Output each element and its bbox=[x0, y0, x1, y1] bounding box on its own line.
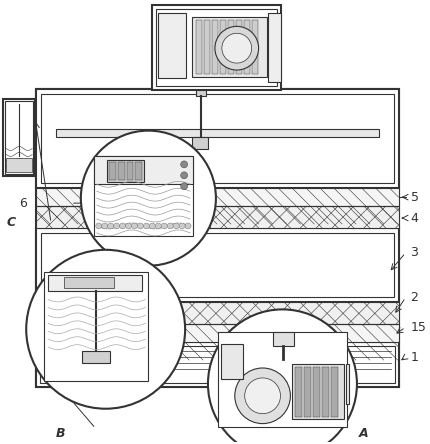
Circle shape bbox=[155, 223, 161, 229]
Bar bbox=[313, 367, 319, 416]
Bar bbox=[196, 20, 202, 74]
Bar bbox=[272, 332, 294, 346]
Bar bbox=[82, 351, 109, 363]
Text: 2: 2 bbox=[410, 291, 418, 304]
Circle shape bbox=[180, 161, 187, 168]
Bar bbox=[192, 137, 208, 148]
Text: A: A bbox=[358, 427, 368, 440]
Bar bbox=[292, 364, 343, 419]
Bar bbox=[106, 160, 144, 182]
Circle shape bbox=[101, 223, 108, 229]
Bar bbox=[44, 272, 148, 381]
Bar bbox=[36, 188, 398, 206]
Circle shape bbox=[215, 26, 258, 70]
Circle shape bbox=[179, 223, 185, 229]
Circle shape bbox=[149, 223, 155, 229]
Circle shape bbox=[221, 33, 251, 63]
Bar bbox=[219, 20, 225, 74]
Bar bbox=[192, 17, 266, 77]
Bar bbox=[330, 367, 337, 416]
Bar bbox=[5, 101, 33, 174]
Bar bbox=[36, 342, 398, 387]
Bar bbox=[203, 20, 209, 74]
Bar bbox=[36, 188, 398, 206]
Bar bbox=[94, 156, 193, 236]
Bar bbox=[220, 344, 242, 379]
Bar bbox=[36, 228, 398, 302]
Bar bbox=[36, 89, 398, 387]
Circle shape bbox=[161, 223, 167, 229]
Bar bbox=[36, 206, 398, 228]
Circle shape bbox=[81, 131, 215, 266]
Bar bbox=[304, 367, 310, 416]
Bar bbox=[158, 13, 186, 78]
Bar bbox=[196, 90, 206, 96]
Circle shape bbox=[180, 172, 187, 179]
Text: 15: 15 bbox=[410, 321, 425, 334]
Bar bbox=[227, 20, 233, 74]
Bar bbox=[295, 367, 301, 416]
Bar bbox=[243, 20, 249, 74]
Bar bbox=[218, 332, 346, 427]
Circle shape bbox=[173, 223, 179, 229]
Bar bbox=[212, 20, 218, 74]
Text: C: C bbox=[6, 217, 15, 230]
Circle shape bbox=[208, 309, 356, 444]
Circle shape bbox=[143, 223, 149, 229]
Bar bbox=[41, 94, 393, 183]
Bar bbox=[117, 163, 124, 180]
Bar bbox=[251, 20, 257, 74]
Circle shape bbox=[95, 223, 101, 229]
Bar bbox=[56, 129, 378, 137]
Bar bbox=[94, 156, 193, 184]
Circle shape bbox=[167, 223, 173, 229]
Text: 1: 1 bbox=[410, 351, 418, 364]
Bar bbox=[267, 13, 281, 82]
Bar bbox=[322, 367, 329, 416]
Bar bbox=[235, 20, 241, 74]
Circle shape bbox=[185, 223, 190, 229]
Bar bbox=[36, 302, 398, 324]
Bar bbox=[135, 163, 142, 180]
Bar bbox=[152, 5, 281, 90]
Text: 6: 6 bbox=[19, 197, 27, 210]
Circle shape bbox=[131, 223, 137, 229]
Circle shape bbox=[180, 183, 187, 190]
Text: 5: 5 bbox=[410, 190, 418, 204]
Circle shape bbox=[114, 223, 119, 229]
Circle shape bbox=[119, 223, 125, 229]
Circle shape bbox=[137, 223, 143, 229]
Circle shape bbox=[108, 223, 114, 229]
Bar bbox=[345, 364, 348, 404]
Bar bbox=[36, 324, 398, 342]
Bar bbox=[6, 159, 32, 172]
Bar bbox=[36, 89, 398, 188]
Bar bbox=[3, 99, 35, 176]
Circle shape bbox=[26, 250, 185, 409]
Text: 3: 3 bbox=[410, 246, 418, 259]
Circle shape bbox=[234, 368, 290, 424]
Bar bbox=[41, 233, 393, 297]
Bar bbox=[126, 163, 133, 180]
Bar bbox=[36, 324, 398, 342]
Bar bbox=[36, 302, 398, 324]
Bar bbox=[64, 277, 114, 288]
Bar bbox=[36, 206, 398, 228]
Text: 4: 4 bbox=[410, 211, 418, 225]
Circle shape bbox=[125, 223, 131, 229]
Bar bbox=[156, 9, 277, 86]
Bar bbox=[108, 163, 115, 180]
Bar bbox=[40, 346, 394, 383]
Bar bbox=[48, 275, 142, 290]
Circle shape bbox=[244, 378, 280, 414]
Text: B: B bbox=[56, 427, 65, 440]
